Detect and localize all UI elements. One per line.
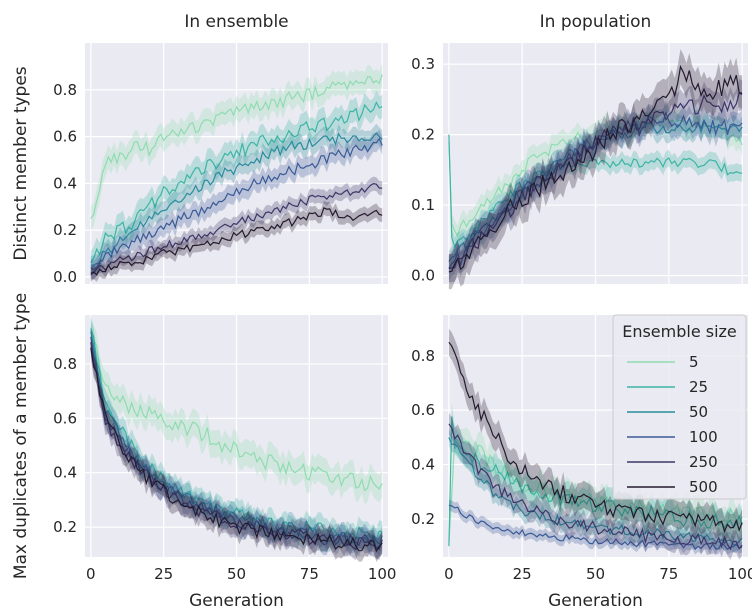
series-line-25 — [448, 416, 743, 547]
y-tick-label: 0.2 — [411, 510, 435, 528]
series-line-50 — [90, 331, 383, 546]
series-line-250 — [90, 342, 383, 551]
legend: Ensemble size 5 25 50 100 250 500 — [612, 314, 747, 500]
y-axis-label: Max duplicates of a member type — [11, 293, 31, 579]
x-axis-label: Generation — [189, 591, 284, 610]
legend-entry-250: 250 — [689, 453, 718, 471]
confidence-band-50 — [90, 123, 383, 275]
panel-3: 0 25 50 75 100 0.2 0.4 0.6 0.8 Generation Max dupl… — [11, 293, 396, 610]
legend-entry-100: 100 — [689, 428, 718, 446]
panel-2: 0.0 0.1 0.2 0.3 In population — [411, 12, 748, 290]
y-tick-label: 0.2 — [53, 518, 77, 536]
series-line-100 — [448, 111, 743, 269]
legend-entry-500: 500 — [689, 478, 718, 496]
y-tick-label: 0.6 — [53, 128, 77, 146]
series-line-25 — [90, 328, 383, 541]
x-tick-label: 75 — [300, 565, 319, 583]
y-tick-label: 0.1 — [411, 196, 435, 214]
series-line-100 — [90, 137, 383, 271]
series-line-5 — [90, 74, 383, 219]
panel-1: 0.0 0.2 0.4 0.6 0.8 In ensemble Distinct membe… — [11, 12, 388, 286]
series-line-25 — [448, 134, 743, 248]
confidence-band-25 — [90, 90, 383, 275]
y-tick-label: 0.8 — [53, 355, 77, 373]
x-tick-label: 0 — [444, 565, 454, 583]
gridlines — [85, 43, 388, 284]
confidence-band-250 — [448, 412, 743, 560]
x-tick-label: 0 — [86, 565, 96, 583]
legend-entry-5: 5 — [689, 353, 699, 371]
x-tick-label: 100 — [728, 565, 752, 583]
confidence-band-25 — [448, 402, 743, 560]
panel-title: In population — [540, 12, 652, 32]
series-line-250 — [448, 92, 743, 270]
x-tick-label: 25 — [154, 565, 173, 583]
x-tick-label: 25 — [513, 565, 532, 583]
x-tick-label: 100 — [368, 565, 397, 583]
y-tick-label: 0.3 — [411, 55, 435, 73]
y-tick-label: 0.8 — [411, 347, 435, 365]
legend-box — [612, 314, 747, 500]
confidence-band-250 — [90, 176, 383, 280]
x-axis-label: Generation — [548, 591, 643, 610]
y-tick-label: 0.6 — [411, 401, 435, 419]
confidence-band-25 — [90, 317, 383, 551]
legend-entry-50: 50 — [689, 403, 708, 421]
panel-title: In ensemble — [184, 12, 288, 32]
y-tick-label: 0.4 — [53, 464, 77, 482]
y-tick-label: 0.2 — [53, 221, 77, 239]
confidence-band-500 — [448, 328, 743, 545]
confidence-band-100 — [448, 499, 743, 555]
confidence-band-500 — [90, 200, 383, 282]
y-tick-label: 0.4 — [53, 174, 77, 192]
y-tick-label: 0.6 — [53, 409, 77, 427]
gridlines — [443, 43, 748, 284]
y-tick-label: 0.0 — [411, 267, 435, 285]
series-line-50 — [90, 132, 383, 266]
confidence-band-100 — [90, 325, 383, 560]
series-line-5 — [90, 328, 383, 492]
confidence-band-5 — [448, 424, 743, 555]
x-tick-label: 75 — [659, 565, 678, 583]
panel-4: 0 25 50 75 100 0.2 0.4 0.6 0.8 Generation — [411, 315, 752, 610]
legend-title: Ensemble size — [622, 322, 737, 341]
legend-entry-25: 25 — [689, 378, 708, 396]
series-line-500 — [448, 64, 743, 273]
y-tick-label: 0.4 — [411, 456, 435, 474]
series-line-500 — [90, 206, 383, 276]
confidence-band-500 — [448, 49, 743, 290]
series-line-5 — [448, 436, 743, 541]
series-line-25 — [90, 101, 383, 264]
series-line-500 — [448, 341, 743, 534]
series-line-500 — [90, 347, 383, 553]
confidence-band-100 — [90, 129, 383, 280]
confidence-band-5 — [90, 315, 383, 505]
x-tick-label: 50 — [227, 565, 246, 583]
y-tick-label: 0.0 — [53, 268, 77, 286]
x-tick-label: 50 — [586, 565, 605, 583]
y-tick-label: 0.8 — [53, 81, 77, 99]
series-line-250 — [448, 423, 743, 551]
y-tick-label: 0.2 — [411, 126, 435, 144]
series-line-5 — [448, 114, 743, 238]
y-axis-label: Distinct member types — [11, 66, 31, 260]
confidence-band-5 — [90, 62, 383, 231]
confidence-band-50 — [90, 320, 383, 556]
series-line-250 — [90, 182, 383, 274]
series-line-100 — [448, 504, 743, 551]
